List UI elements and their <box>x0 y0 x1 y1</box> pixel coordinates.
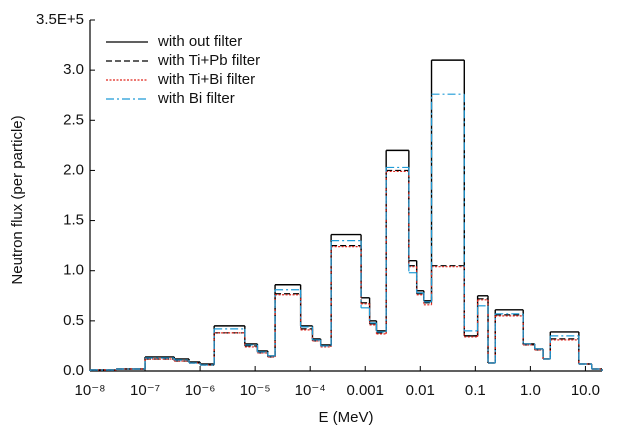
x-tick-label: 10⁻⁶ <box>185 382 216 399</box>
y-tick-label: 1.0 <box>63 262 84 279</box>
y-tick-label: 2.5 <box>63 111 84 128</box>
legend-label: with Bi filter <box>157 90 235 107</box>
legend-label: with out filter <box>157 33 242 50</box>
x-tick-label: 10⁻⁸ <box>75 382 106 399</box>
y-tick-label: 2.0 <box>63 161 84 178</box>
y-tick-label: 0.5 <box>63 312 84 329</box>
x-tick-label: 0.1 <box>465 382 486 399</box>
y-axis-label: Neutron flux (per particle) <box>9 115 26 284</box>
x-tick-label: 0.01 <box>406 382 435 399</box>
x-tick-label: 0.001 <box>346 382 384 399</box>
y-tick-label: 3.5E+5 <box>36 11 84 28</box>
x-tick-label: 1.0 <box>520 382 541 399</box>
y-tick-label: 1.5 <box>63 212 84 229</box>
legend-label: with Ti+Pb filter <box>157 52 260 69</box>
y-tick-label: 0.0 <box>63 362 84 379</box>
y-tick-label: 3.0 <box>63 61 84 78</box>
x-tick-label: 10.0 <box>571 382 600 399</box>
legend-label: with Ti+Bi filter <box>157 71 255 88</box>
x-tick-label: 10⁻⁴ <box>295 382 326 399</box>
x-tick-label: 10⁻⁷ <box>130 382 160 399</box>
x-axis-label: E (MeV) <box>318 409 373 426</box>
x-tick-label: 10⁻⁵ <box>240 382 271 399</box>
